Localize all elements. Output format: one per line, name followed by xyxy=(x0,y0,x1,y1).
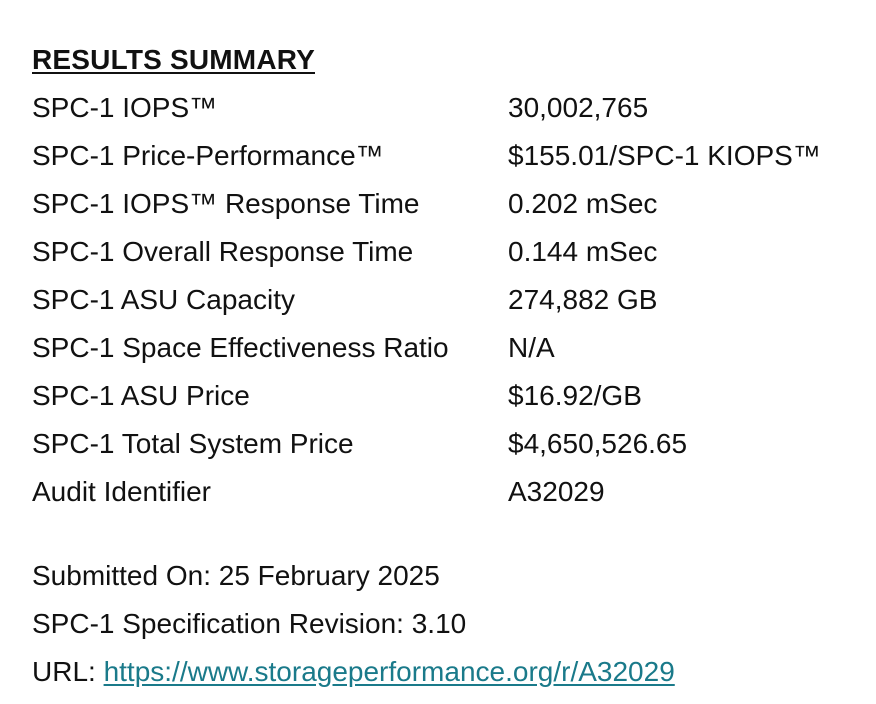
url-line: URL: https://www.storageperformance.org/… xyxy=(32,648,872,696)
results-summary-document: RESULTS SUMMARY SPC-1 IOPS™ 30,002,765 S… xyxy=(32,36,872,696)
row-value: 0.202 mSec xyxy=(508,188,658,219)
row-value: 0.144 mSec xyxy=(508,236,658,267)
row-value: A32029 xyxy=(508,476,605,507)
row-label: SPC-1 Total System Price xyxy=(32,428,354,459)
row-label: Audit Identifier xyxy=(32,476,211,507)
row-value: $4,650,526.65 xyxy=(508,428,688,459)
result-url-link[interactable]: https://www.storageperformance.org/r/A32… xyxy=(103,656,675,687)
section-title: RESULTS SUMMARY xyxy=(32,44,315,75)
row-label: SPC-1 Overall Response Time xyxy=(32,236,414,267)
results-row: SPC-1 Overall Response Time 0.144 mSec xyxy=(32,228,872,276)
row-value: $155.01/SPC-1 KIOPS™ xyxy=(508,140,821,171)
results-row: SPC-1 Total System Price $4,650,526.65 xyxy=(32,420,872,468)
row-label: SPC-1 ASU Price xyxy=(32,380,250,411)
row-label: SPC-1 IOPS™ Response Time xyxy=(32,188,420,219)
results-row: SPC-1 Space Effectiveness Ratio N/A xyxy=(32,324,872,372)
row-label: SPC-1 Space Effectiveness Ratio xyxy=(32,332,449,363)
row-value: 30,002,765 xyxy=(508,92,649,123)
results-table: SPC-1 IOPS™ 30,002,765 SPC-1 Price-Perfo… xyxy=(32,84,872,516)
results-row: SPC-1 Price-Performance™ $155.01/SPC-1 K… xyxy=(32,132,872,180)
results-row: SPC-1 ASU Price $16.92/GB xyxy=(32,372,872,420)
spec-revision: SPC-1 Specification Revision: 3.10 xyxy=(32,608,467,639)
results-row: SPC-1 IOPS™ Response Time 0.202 mSec xyxy=(32,180,872,228)
row-value: $16.92/GB xyxy=(508,380,642,411)
row-value: 274,882 GB xyxy=(508,284,658,315)
results-row: SPC-1 IOPS™ 30,002,765 xyxy=(32,84,872,132)
row-label: SPC-1 IOPS™ xyxy=(32,92,218,123)
row-value: N/A xyxy=(508,332,555,363)
url-label: URL: xyxy=(32,656,104,687)
row-label: SPC-1 Price-Performance™ xyxy=(32,140,384,171)
submission-info: Submitted On: 25 February 2025 SPC-1 Spe… xyxy=(32,552,872,696)
submitted-date: Submitted On: 25 February 2025 xyxy=(32,560,440,591)
results-row: SPC-1 ASU Capacity 274,882 GB xyxy=(32,276,872,324)
results-row: Audit Identifier A32029 xyxy=(32,468,872,516)
row-label: SPC-1 ASU Capacity xyxy=(32,284,295,315)
